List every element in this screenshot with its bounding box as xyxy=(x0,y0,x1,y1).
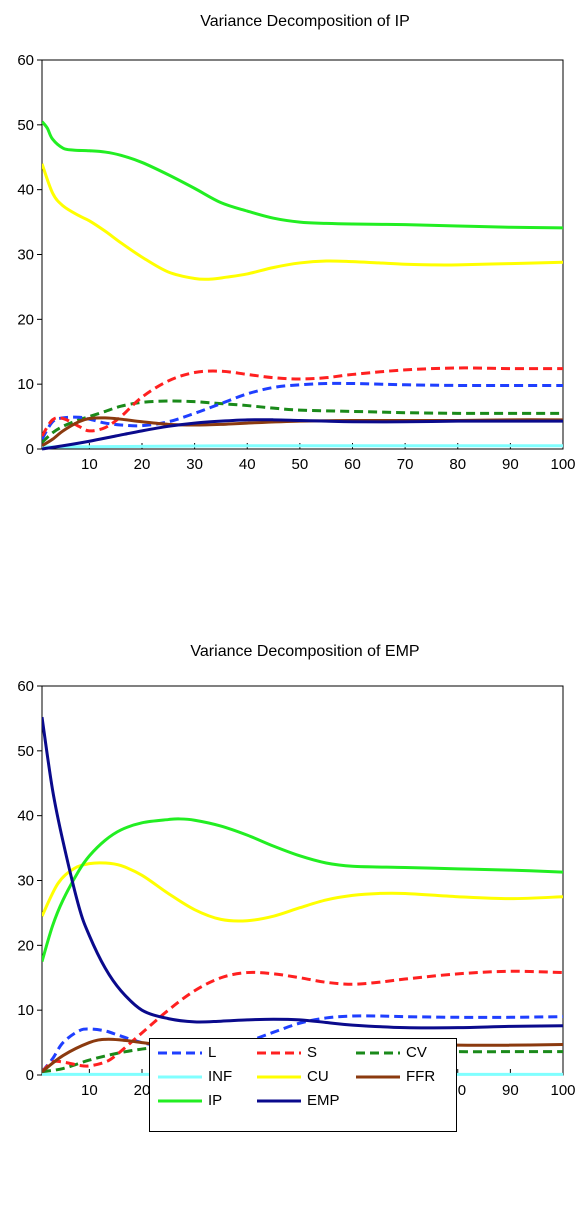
x-tick-label: 100 xyxy=(550,456,575,473)
legend-swatch-ip xyxy=(158,1099,202,1103)
legend-swatch-ffr xyxy=(356,1075,400,1079)
y-tick-label: 10 xyxy=(17,376,34,393)
series-line-emp xyxy=(42,716,563,1030)
chart-title: Variance Decomposition of EMP xyxy=(190,643,419,660)
series-line-ip xyxy=(42,817,563,962)
legend-swatch-cu xyxy=(257,1075,301,1079)
series-line-l xyxy=(42,381,563,441)
legend: L S CV INF CU FFR IP EMP xyxy=(149,1038,457,1132)
x-tick-label: 50 xyxy=(292,456,309,473)
y-tick-label: 20 xyxy=(17,937,34,954)
x-tick-label: 10 xyxy=(81,456,98,473)
y-tick-label: 40 xyxy=(17,182,34,199)
y-tick-label: 50 xyxy=(17,743,34,760)
legend-label: INF xyxy=(208,1068,233,1085)
x-tick-label: 10 xyxy=(81,1082,98,1099)
y-tick-label: 0 xyxy=(26,1067,34,1084)
legend-item-cv: CV xyxy=(354,1043,454,1063)
series-line-cv xyxy=(42,399,563,444)
legend-label: S xyxy=(307,1044,318,1061)
plot-frame xyxy=(41,59,564,450)
legend-label: FFR xyxy=(406,1068,436,1085)
legend-swatch-s xyxy=(257,1051,301,1055)
x-tick-label: 80 xyxy=(449,456,466,473)
legend-swatch-cv xyxy=(356,1051,400,1055)
legend-item-s: S xyxy=(255,1043,350,1063)
series-line-cu xyxy=(42,861,563,923)
series-line-s xyxy=(42,366,563,437)
legend-label: L xyxy=(208,1044,217,1061)
x-tick-label: 40 xyxy=(239,456,256,473)
y-tick-label: 20 xyxy=(17,311,34,328)
legend-swatch-inf xyxy=(158,1075,202,1079)
series-line-s xyxy=(42,969,563,1073)
x-tick-label: 90 xyxy=(502,1082,519,1099)
chart-emp: Variance Decomposition of EMP 0 10 20 30 40 5… xyxy=(17,643,575,1099)
y-tick-label: 50 xyxy=(17,117,34,134)
legend-label: CV xyxy=(406,1044,427,1061)
series-line-cu xyxy=(42,163,563,281)
series-line-emp xyxy=(42,418,563,451)
legend-item-emp: EMP xyxy=(255,1091,350,1111)
series-line-inf xyxy=(42,444,563,449)
x-tick-label: 20 xyxy=(134,1082,151,1099)
y-tick-label: 60 xyxy=(17,52,34,69)
x-tick-label: 70 xyxy=(397,456,414,473)
legend-item-ffr: FFR xyxy=(354,1067,454,1087)
y-tick-label: 60 xyxy=(17,678,34,695)
legend-item-cu: CU xyxy=(255,1067,350,1087)
chart-title: Variance Decomposition of IP xyxy=(200,13,410,30)
legend-label: IP xyxy=(208,1092,223,1109)
y-tick-label: 10 xyxy=(17,1002,34,1019)
legend-swatch-l xyxy=(158,1051,202,1055)
x-tick-label: 30 xyxy=(186,456,203,473)
y-tick-label: 30 xyxy=(17,247,34,264)
x-tick-label: 60 xyxy=(344,456,361,473)
legend-item-l: L xyxy=(156,1043,251,1063)
x-tick-label: 100 xyxy=(550,1082,575,1099)
legend-swatch-emp xyxy=(257,1099,301,1103)
y-tick-label: 0 xyxy=(26,441,34,458)
legend-label: CU xyxy=(307,1068,329,1085)
legend-label: EMP xyxy=(307,1092,340,1109)
series-line-ip xyxy=(42,120,563,230)
y-tick-label: 40 xyxy=(17,808,34,825)
x-tick-label: 20 xyxy=(134,456,151,473)
y-tick-label: 30 xyxy=(17,873,34,890)
legend-item-inf: INF xyxy=(156,1067,251,1087)
x-tick-label: 90 xyxy=(502,456,519,473)
chart-ip: Variance Decomposition of IP 0 10 20 30 40 50… xyxy=(17,13,575,473)
legend-item-ip: IP xyxy=(156,1091,251,1111)
